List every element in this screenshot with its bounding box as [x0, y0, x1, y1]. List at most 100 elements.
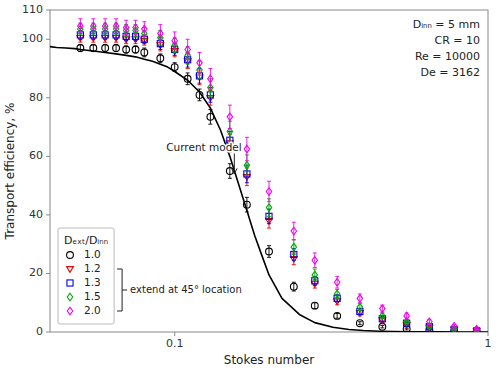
error-bar	[173, 32, 177, 50]
point	[266, 248, 273, 255]
legend-label: 1.5	[84, 290, 101, 302]
legend: Dₑₓₜ/Dᵢₙₙ1.01.21.31.52.0	[58, 228, 114, 324]
series-points	[77, 30, 479, 332]
legend-bracket	[117, 269, 127, 311]
point	[207, 113, 214, 120]
point	[102, 45, 109, 52]
point	[171, 64, 178, 71]
point	[123, 24, 128, 31]
y-tick	[46, 273, 50, 274]
legend-label: 1.2	[84, 262, 101, 274]
y-tick	[46, 10, 50, 11]
point	[312, 257, 317, 264]
legend-label: 1.0	[84, 248, 101, 260]
error-bar	[335, 290, 339, 299]
point	[380, 305, 385, 312]
point	[227, 113, 232, 120]
point	[312, 271, 317, 278]
point	[77, 45, 84, 52]
legend-note: extend at 45° location	[130, 284, 242, 295]
x-tick-label: 1	[485, 337, 492, 350]
point	[334, 278, 339, 285]
info-text: De = 3162	[421, 66, 480, 79]
error-bar	[335, 314, 339, 319]
error-bar	[197, 52, 201, 72]
series-points	[77, 33, 480, 332]
annotation: Current model	[166, 141, 241, 153]
point	[356, 320, 363, 327]
point	[290, 283, 297, 290]
error-bar	[313, 303, 317, 309]
model-line	[50, 47, 488, 332]
error-bar	[78, 19, 82, 34]
error-bar	[380, 326, 384, 328]
error-bar	[475, 328, 479, 330]
error-bar	[208, 110, 212, 125]
point	[184, 75, 191, 82]
y-tick	[46, 39, 50, 40]
error-bar	[245, 137, 249, 160]
point	[142, 25, 147, 32]
point	[291, 227, 296, 234]
error-bar	[292, 240, 296, 255]
y-tick	[46, 156, 50, 157]
point	[334, 313, 341, 320]
point	[357, 303, 362, 310]
legend-swatch	[67, 252, 74, 259]
error-bar	[103, 19, 107, 34]
legend-swatch	[67, 307, 72, 314]
y-tick	[46, 332, 50, 333]
series-points	[77, 45, 480, 332]
plot-frame	[50, 10, 488, 332]
point	[243, 201, 250, 208]
point	[185, 46, 190, 53]
point	[244, 145, 249, 152]
legend-swatch	[67, 280, 73, 286]
point	[427, 318, 432, 325]
error-bar	[91, 19, 95, 34]
point	[157, 55, 164, 62]
error-bar	[358, 294, 362, 303]
point	[141, 49, 148, 56]
x-tick	[488, 332, 489, 336]
info-text: Re = 10000	[415, 50, 480, 63]
point	[78, 22, 83, 29]
error-bar	[228, 105, 232, 128]
error-bar	[197, 89, 201, 101]
point	[91, 22, 96, 29]
point	[334, 290, 339, 297]
y-tick-label: 80	[29, 91, 43, 104]
series-points	[78, 19, 480, 332]
y-tick	[46, 97, 50, 98]
x-tick	[174, 332, 175, 336]
legend-label: 1.3	[84, 276, 101, 288]
point	[90, 45, 97, 52]
error-bar	[267, 181, 271, 201]
point	[133, 24, 138, 31]
error-bar	[267, 246, 271, 258]
error-bar	[186, 39, 190, 59]
point	[208, 75, 213, 82]
error-bar	[208, 69, 212, 89]
point	[474, 325, 479, 332]
y-tick-label: 100	[22, 32, 43, 45]
error-bar	[335, 276, 339, 288]
error-bar	[292, 222, 296, 240]
point	[311, 302, 318, 309]
y-tick-label: 0	[36, 325, 43, 338]
error-bar	[134, 20, 138, 35]
chart: 0204060801001100.11Stokes numberTranspor…	[0, 0, 500, 372]
point	[380, 312, 385, 319]
error-bar	[313, 269, 317, 281]
point	[266, 204, 271, 211]
error-bar	[380, 313, 384, 319]
x-tick-label: 0.1	[166, 337, 184, 350]
point	[113, 22, 118, 29]
point	[266, 188, 271, 195]
point	[244, 161, 249, 168]
point	[226, 168, 233, 175]
point	[197, 59, 202, 66]
point	[357, 295, 362, 302]
error-bar	[228, 164, 232, 179]
y-axis-label: Transport efficiency, %	[3, 103, 17, 241]
